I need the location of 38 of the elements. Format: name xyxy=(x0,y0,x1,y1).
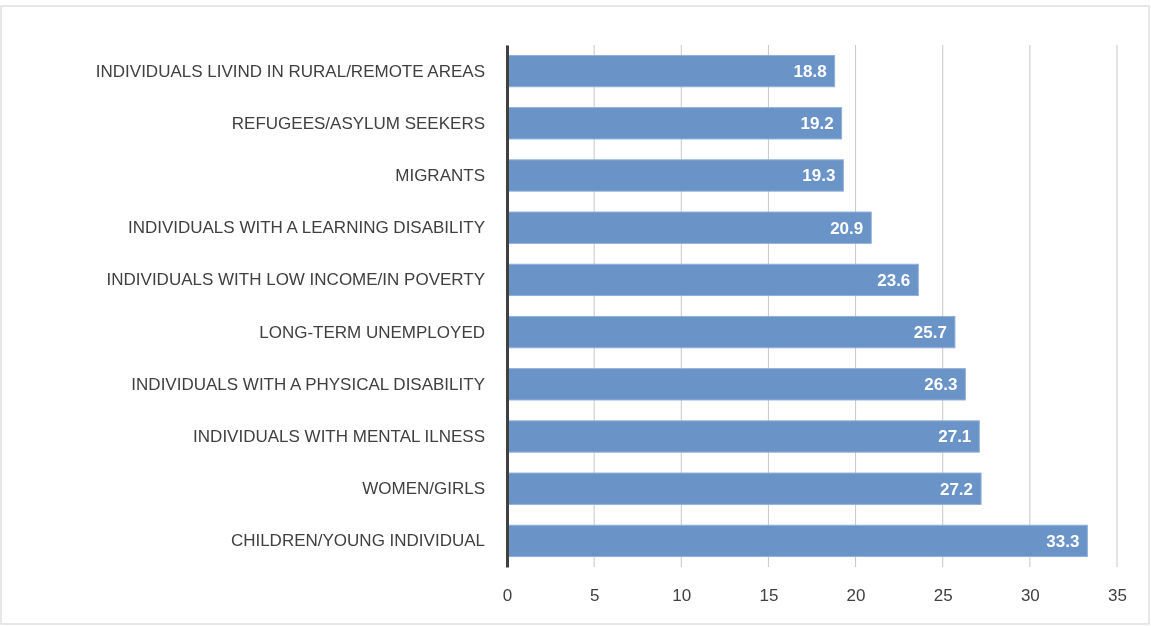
data-label: 19.2 xyxy=(800,114,834,134)
data-label: 18.8 xyxy=(793,62,827,82)
data-label: 26.3 xyxy=(924,375,958,395)
data-label: 27.1 xyxy=(938,427,972,447)
y-tick-label: LONG-TERM UNEMPLOYED xyxy=(259,322,485,342)
y-tick-label: MIGRANTS xyxy=(395,165,485,185)
bar xyxy=(506,472,982,505)
y-tick-label: CHILDREN/YOUNG INDIVIDUAL xyxy=(230,531,485,551)
data-label: 23.6 xyxy=(877,270,911,290)
bar xyxy=(506,54,836,88)
x-tick-label: 0 xyxy=(502,586,513,606)
bar xyxy=(506,315,956,349)
bar xyxy=(506,420,980,453)
y-tick-label: WOMEN/GIRLS xyxy=(362,479,485,499)
bar xyxy=(506,211,872,244)
data-label: 20.9 xyxy=(830,218,864,238)
bar xyxy=(506,159,844,192)
y-tick-label: INDIVIDUALS WITH MENTAL ILNESS xyxy=(193,426,485,446)
y-tick-label: INDIVIDUALS WITH LOW INCOME/IN POVERTY xyxy=(106,270,485,290)
y-tick-label: INDIVIDUALS WITH A LEARNING DISABILITY xyxy=(127,218,485,238)
bar xyxy=(506,524,1088,558)
x-tick-label: 10 xyxy=(672,586,692,606)
x-tick-label: 5 xyxy=(589,586,600,606)
data-label: 25.7 xyxy=(913,323,947,343)
bar xyxy=(506,368,966,401)
x-tick-label: 20 xyxy=(846,586,866,606)
x-tick-label: 25 xyxy=(933,586,953,606)
bar xyxy=(506,263,919,297)
y-tick-label: REFUGEES/ASYLUM SEEKERS xyxy=(231,113,485,133)
y-tick-label: INDIVIDUALS WITH A PHYSICAL DISABILITY xyxy=(131,374,485,394)
data-label: 27.2 xyxy=(939,479,974,499)
data-label: 19.3 xyxy=(802,166,836,186)
x-tick-label: 35 xyxy=(1108,586,1127,606)
data-label: 33.3 xyxy=(1046,531,1080,551)
x-tick-label: 15 xyxy=(759,586,779,606)
x-tick-label: 30 xyxy=(1020,586,1040,606)
y-tick-label: INDIVIDUALS LIVIND IN RURAL/REMOTE AREAS xyxy=(95,61,485,81)
bar xyxy=(506,107,843,140)
